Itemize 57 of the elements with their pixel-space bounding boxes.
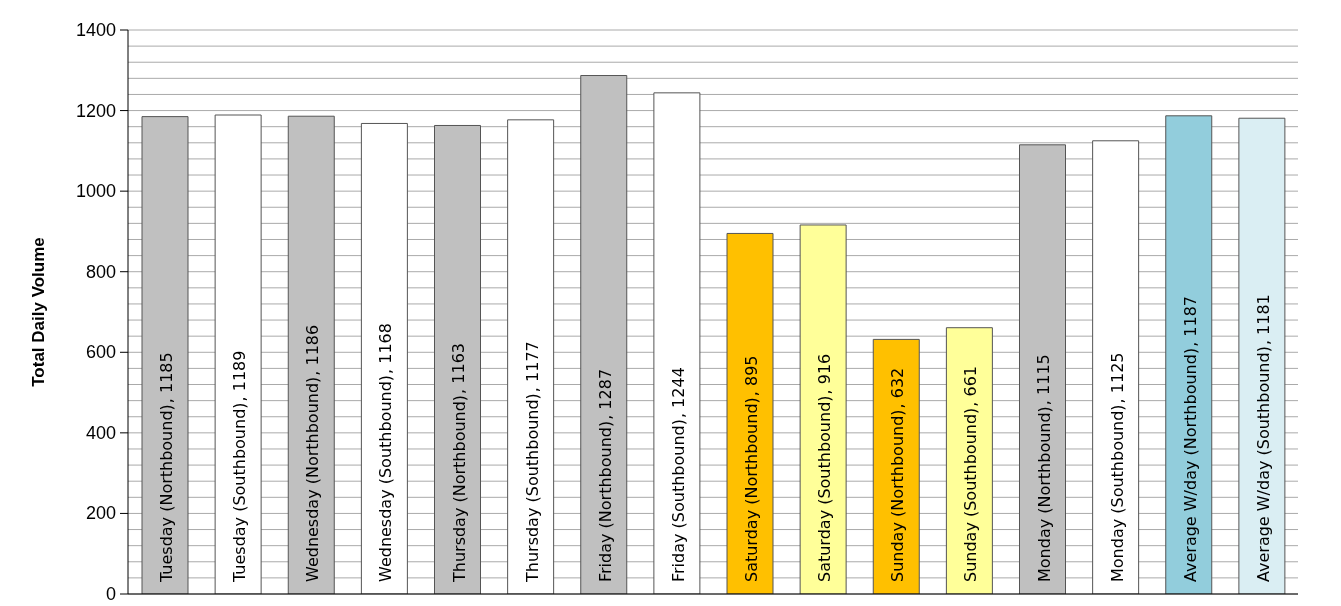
bar (1238, 117, 1286, 594)
x-tick-label: Average W/day (Northbound) (1180, 347, 1200, 582)
x-tick-label: Saturday (Northbound) (742, 397, 761, 582)
bar (1092, 140, 1140, 594)
data-label: , 661 (961, 365, 981, 407)
y-tick-label: 400 (85, 422, 116, 443)
x-tick-label: Friday (Southbound) (668, 419, 688, 582)
data-label: , 1115 (1034, 354, 1054, 406)
bar (287, 115, 335, 594)
y-tick-label: 600 (85, 342, 116, 363)
data-label: , 1181 (1253, 294, 1273, 346)
data-label: , 1177 (522, 341, 542, 393)
bar (214, 114, 262, 594)
bar (360, 122, 408, 594)
x-tick-label: Tuesday (Northbound) (157, 404, 176, 583)
data-label: , 632 (888, 367, 908, 409)
data-label: , 1189 (230, 350, 250, 402)
data-label: , 1287 (595, 368, 615, 420)
bar (507, 119, 555, 594)
x-tick-label: Sunday (Southbound) (961, 407, 981, 582)
data-label: , 1163 (449, 343, 469, 394)
x-tick-label: Tuesday (Southbound) (230, 402, 250, 583)
y-tick-label: 200 (85, 503, 116, 524)
data-label: , 1244 (668, 367, 688, 419)
x-tick-label: Average W/day (Southbound) (1253, 346, 1273, 582)
y-axis-title: Total Daily Volume (29, 237, 49, 387)
bar (1019, 144, 1066, 594)
x-tick-label: Sunday (Northbound) (888, 409, 908, 582)
y-tick-label: 1400 (75, 20, 116, 40)
bar (1165, 115, 1213, 594)
data-label: , 1185 (157, 352, 176, 404)
data-label: , 1186 (303, 324, 323, 376)
x-tick-label: Monday (Southbound) (1107, 404, 1127, 582)
bar (799, 224, 847, 594)
data-label: , 895 (742, 355, 761, 397)
x-tick-label: Monday (Northbound) (1034, 406, 1054, 582)
bar (434, 124, 481, 594)
data-label: , 916 (815, 353, 835, 395)
y-tick-label: 1000 (75, 181, 116, 202)
data-label: , 1168 (376, 323, 396, 374)
x-tick-label: Wednesday (Northbound) (303, 376, 323, 582)
bar (872, 338, 920, 594)
bar (945, 327, 993, 594)
y-tick-label: 0 (105, 584, 116, 604)
x-tick-label: Thursday (Southbound) (522, 393, 542, 583)
bar (726, 232, 774, 594)
bar (141, 116, 189, 594)
x-tick-label: Saturday (Southbound) (815, 395, 835, 582)
x-tick-label: Friday (Northbound) (595, 420, 615, 582)
y-tick-label: 800 (85, 261, 116, 282)
data-label: , 1187 (1180, 295, 1200, 347)
y-tick-label: 1200 (75, 100, 116, 121)
bar (653, 92, 701, 594)
data-label: , 1125 (1107, 352, 1127, 404)
x-tick-label: Wednesday (Southbound) (376, 374, 396, 582)
x-tick-label: Thursday (Northbound) (449, 394, 469, 583)
bar (580, 75, 628, 594)
